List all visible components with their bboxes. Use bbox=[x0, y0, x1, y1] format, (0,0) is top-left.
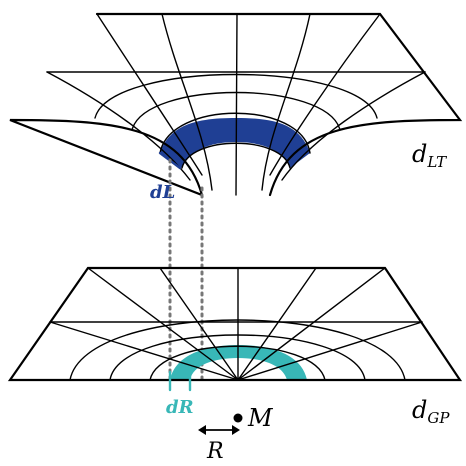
top-curved-surface bbox=[9, 12, 463, 197]
dR-label: dR bbox=[166, 397, 194, 418]
bottom-flat-surface bbox=[7, 266, 463, 392]
dL-label: dL bbox=[150, 182, 175, 203]
top-surface-label: dLT bbox=[412, 140, 447, 171]
bottom-surface-label: dGP bbox=[412, 396, 450, 427]
mass-point bbox=[233, 413, 243, 423]
dR-ticks bbox=[168, 370, 192, 392]
radius-arrow bbox=[198, 425, 240, 435]
top-surface-outer-edge bbox=[9, 12, 463, 197]
top-highlight-region bbox=[160, 118, 310, 168]
projection-lines bbox=[168, 158, 204, 382]
mass-label: M bbox=[247, 404, 274, 432]
radius-label: R bbox=[206, 439, 224, 464]
top-radial-lines bbox=[46, 13, 426, 196]
bottom-radial-lines bbox=[49, 267, 423, 381]
bottom-surface-outer-edge bbox=[7, 266, 463, 382]
